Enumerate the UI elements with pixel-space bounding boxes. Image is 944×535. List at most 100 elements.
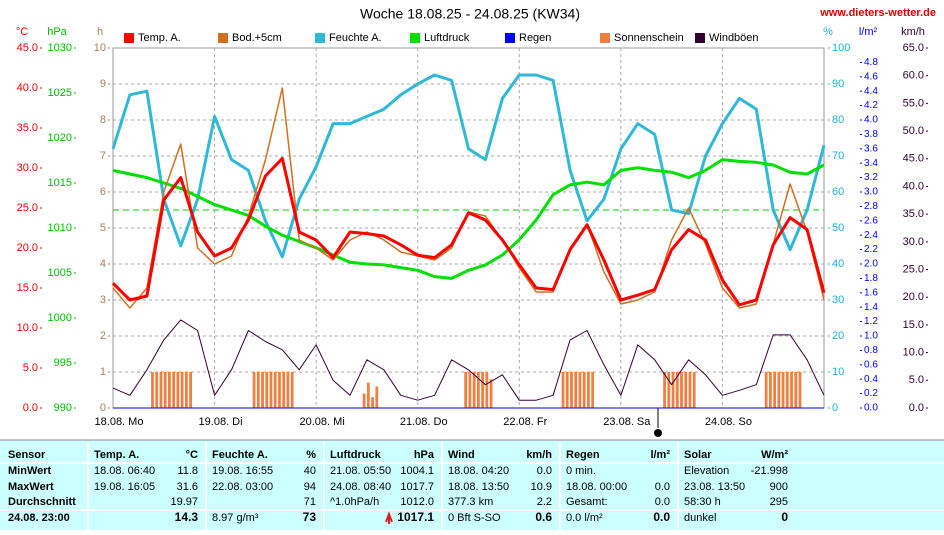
sun-bar (768, 372, 772, 408)
sun-bar (578, 372, 582, 408)
sun-bar (692, 372, 696, 408)
sun-bar (159, 372, 163, 408)
sun-bar (777, 372, 781, 408)
y-tick-label: 60.0 (903, 70, 924, 82)
y-tick-label: 1 (100, 366, 106, 378)
y-tick-label: 5 (100, 222, 106, 234)
y-tick-label: 35.0 (17, 122, 38, 134)
sun-bar (785, 372, 789, 408)
sun-bar (176, 372, 180, 408)
sun-bar (366, 382, 370, 408)
legend-swatch (600, 33, 610, 43)
y-tick-label: 0 (832, 402, 838, 414)
y-tick-label: 1000 (48, 312, 72, 324)
sun-bar (472, 372, 476, 408)
cell-value: 0.0 (655, 496, 670, 508)
sun-bar (671, 372, 675, 408)
y-tick-label: 55.0 (903, 97, 924, 109)
cell-label: 8.97 g/m³ (212, 512, 259, 524)
legend-label: Temp. A. (138, 32, 181, 44)
cell-label: 21.08. 05:50 (330, 465, 391, 477)
sun-bar (688, 372, 692, 408)
table-header: Sensor (8, 449, 46, 461)
column-header: Regen (566, 449, 600, 461)
y-tick-label: 6 (100, 186, 106, 198)
column-header: Luftdruck (330, 449, 382, 461)
sun-bar (565, 372, 569, 408)
y-tick-label: 30 (832, 294, 844, 306)
cell-label: 58:30 h (684, 496, 721, 508)
sun-bar (790, 372, 793, 408)
cell-value: 0.0 (655, 481, 670, 493)
sun-bar (371, 397, 374, 408)
sun-bar (773, 372, 777, 408)
sun-bar (265, 372, 269, 408)
column-unit: °C (186, 449, 198, 461)
y-tick-label: 1.4 (864, 302, 878, 313)
cell-label: dunkel (684, 512, 716, 524)
y-tick-label: 50.0 (903, 125, 924, 137)
column-unit: km/h (526, 449, 552, 461)
cell-value: 900 (770, 481, 788, 493)
sun-bar (151, 372, 154, 408)
y-tick-label: 100 (832, 42, 850, 54)
sun-bar (476, 372, 480, 408)
x-tick-label: 18.08. Mo (95, 416, 144, 428)
sun-bar (489, 379, 493, 408)
y-tick-label: 4 (100, 258, 106, 270)
legend-label: Windböen (709, 32, 759, 44)
legend-swatch (315, 33, 325, 43)
sun-bar (667, 372, 671, 408)
sun-bar (278, 372, 281, 408)
y-tick-label: 990 (54, 402, 72, 414)
cell-value: 14.3 (175, 510, 199, 524)
column-header: Wind (448, 449, 475, 461)
cell-value: 19.97 (170, 496, 198, 508)
cell-label: 18.08. 04:20 (448, 465, 509, 477)
y-tick-label: 40 (832, 258, 844, 270)
chart-title: Woche 18.08.25 - 24.08.25 (KW34) (360, 6, 580, 22)
y-tick-label: 2 (100, 330, 106, 342)
axis-unit: % (823, 26, 833, 38)
column-unit: W/m² (761, 449, 788, 461)
sun-bar (290, 372, 294, 408)
axis-unit: km/h (901, 26, 925, 38)
series-line (112, 319, 825, 401)
cell-value: 1004.1 (400, 465, 434, 477)
cell-value: 1012.0 (400, 496, 434, 508)
column-header: Temp. A. (94, 449, 139, 461)
column-unit: % (306, 449, 316, 461)
sun-bar (481, 372, 484, 408)
now-marker (654, 429, 662, 437)
sun-bar (675, 372, 679, 408)
y-tick-label: 65.0 (903, 42, 924, 54)
y-tick-label: 15.0 (903, 319, 924, 331)
y-tick-label: 0.6 (864, 359, 878, 370)
trend-arrow (385, 511, 393, 524)
axis-unit: °C (16, 26, 28, 38)
cell-value: 11.8 (177, 465, 198, 477)
legend-swatch (410, 33, 420, 43)
sun-bar (273, 372, 277, 408)
y-tick-label: 3 (100, 294, 106, 306)
cell-label: ^1.0hPa/h (330, 496, 379, 508)
x-tick-label: 20.08. Mi (300, 416, 345, 428)
legend-label: Luftdruck (424, 32, 470, 44)
cell-label: 19.08. 16:05 (94, 481, 155, 493)
row-label: Durchschnitt (8, 496, 76, 508)
cell-label: 22.08. 03:00 (212, 481, 273, 493)
y-tick-label: 4.6 (864, 71, 878, 82)
table-background (0, 440, 944, 530)
legend-swatch (218, 33, 228, 43)
y-tick-label: 45.0 (903, 153, 924, 165)
sun-bar (485, 372, 489, 408)
sun-bar (189, 372, 192, 408)
sun-bar (362, 393, 366, 408)
cell-label: 18.08. 13:50 (448, 481, 509, 493)
cell-label: 18.08. 00:00 (566, 481, 627, 493)
y-tick-label: 80 (832, 114, 844, 126)
y-tick-label: 3.2 (864, 172, 878, 183)
y-tick-label: 995 (54, 357, 72, 369)
y-tick-label: 4.2 (864, 100, 878, 111)
cell-label: 0 min. (566, 465, 596, 477)
